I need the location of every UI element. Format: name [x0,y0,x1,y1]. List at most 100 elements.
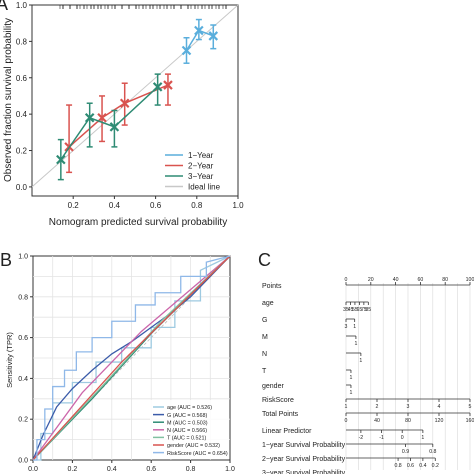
nomogram-tick-label: 1 [354,341,357,347]
nomogram-tick-label: 0.9 [402,449,409,455]
nomogram-row-label: RiskScore [262,397,294,404]
point-marker [109,122,120,132]
nomogram-row-label: Linear Predictor [262,428,312,435]
legend-label: G (AUC = 0.568) [167,413,208,419]
y-tick-label: 0.0 [18,458,28,465]
point-marker [84,113,95,123]
point-marker [181,45,192,56]
x-tick-label: 1.0 [232,201,244,210]
panel-letter-c: C [258,250,271,270]
nomogram-tick-label: 3 [407,404,410,410]
x-tick-label: 0.2 [68,201,80,210]
legend-label: M (AUC = 0.503) [167,420,208,426]
nomogram-tick-label: 1 [421,435,424,441]
calibration-chart: 0.2 0.4 0.6 0.8 1.0 0.0 0.2 0.4 0.6 0.8 1.0 Nomog… [3,1,244,228]
series-3−Year [56,73,163,181]
nomogram-row-label: 2−year Survival Probability [262,456,346,463]
roc-curves [32,255,231,461]
nomogram-tick-label: 120 [435,418,444,424]
point-marker [119,98,130,109]
nomogram-row-label: Total Points [262,411,299,418]
rug-marks [59,5,227,9]
nomogram-tick-label: 0 [345,277,348,283]
roc-curve-G [32,255,231,461]
nomogram-tick-label: -2 [359,435,364,441]
x-axis-label: Nomogram predicted survival probability [49,217,227,228]
x-tick-label: 0.6 [146,466,156,473]
nomogram-row-label: 3−year Survival Probability [262,470,346,474]
x-tick-label: 0.2 [68,466,78,473]
y-tick-label: 0.6 [18,335,28,342]
series-line [68,84,169,148]
nomogram-tick-label: 0.8 [429,449,436,455]
nomogram-tick-label: 160 [466,418,474,424]
point-marker [208,31,219,41]
nomogram-tick-label: 1 [359,358,362,364]
roc-curve-T [32,255,231,461]
nomogram-tick-label: 0.8 [394,463,401,469]
legend-label: 1−Year [188,151,214,160]
legend-label: gender (AUC = 0.532) [167,443,220,449]
x-tick-label: 0.4 [109,201,121,210]
nomogram-tick-label: 1 [345,404,348,410]
point-marker [194,25,204,36]
y-tick-label: 0.4 [18,376,28,383]
legend-label: 3−Year [188,172,214,181]
y-tick-label: 0.8 [18,294,28,301]
x-tick-label: 0.4 [107,466,117,473]
point-marker [152,82,163,92]
nomogram-tick-label: 40 [374,418,380,424]
nomogram-tick-label: 100 [466,277,474,283]
x-tick-label: 0.8 [191,201,203,210]
roc-chart: 0.0 0.2 0.4 0.6 0.8 1.0 0.0 0.2 0.4 0.6 0.8 1.0 Se… [5,254,235,474]
nomogram-tick-label: 0 [345,418,348,424]
series-1−Year [181,18,219,64]
nomogram-tick-label: 2 [376,404,379,410]
nomogram-tick-label: 80 [442,277,448,283]
nomogram-tick-label: 40 [393,277,399,283]
nomogram-tick-label: 80 [405,418,411,424]
nomogram-row-label: G [262,317,267,324]
nomogram-tick-label: 0 [401,435,404,441]
legend-label: 2−Year [188,162,214,171]
legend: age (AUC = 0.526) G (AUC = 0.568)M (AUC =… [150,400,229,459]
y-axis-label: Sensitivity (TPR) [5,332,14,388]
roc-curve-age [33,255,231,461]
roc-curve-RiskScore [33,255,231,461]
nomogram-tick-label: 35 [343,307,349,313]
nomogram-tick-label: 65 [357,307,363,313]
nomogram-tick-label: 85 [365,307,371,313]
y-axis-label: Observed fraction survival probability [3,18,14,182]
point-marker [56,154,66,165]
y-tick-label: 1.0 [16,1,28,10]
series-2−Year [64,73,173,174]
calibration-series [56,18,219,181]
nomogram-row-label: N [262,351,267,358]
nomogram-tick-label: 0.6 [407,463,414,469]
y-tick-label: 1.0 [18,254,28,261]
ideal-line [31,4,239,188]
point-marker [97,113,107,123]
nomogram-tick-label: 4 [438,404,441,410]
y-tick-label: 0.4 [16,110,28,119]
nomogram-tick-label: 1 [353,324,356,330]
point-marker [163,80,173,90]
nomogram-tick-label: 45 [348,307,354,313]
nomogram-tick-label: 3 [345,324,348,330]
y-tick-label: 0.0 [16,183,28,192]
nomogram-tick-label: 1 [350,375,353,381]
panel-letter-b: B [0,250,12,270]
nomogram-row-label: 1−year Survival Probability [262,442,346,449]
y-axis-ticks: 0.0 0.2 0.4 0.6 0.8 1.0 [18,254,33,465]
nomogram-row-label: M [262,334,268,341]
nomogram-tick-label: 0.4 [419,463,426,469]
legend-label: age (AUC = 0.526) [167,405,212,411]
series-line [60,86,159,161]
nomogram-tick-label: 75 [361,307,367,313]
legend-label: T (AUC = 0.521) [167,436,207,442]
legend-label: RiskScore (AUC = 0.654) [167,451,228,457]
x-tick-label: 0.8 [186,466,196,473]
x-axis-ticks: 0.0 0.2 0.4 0.6 0.8 1.0 [28,460,235,473]
